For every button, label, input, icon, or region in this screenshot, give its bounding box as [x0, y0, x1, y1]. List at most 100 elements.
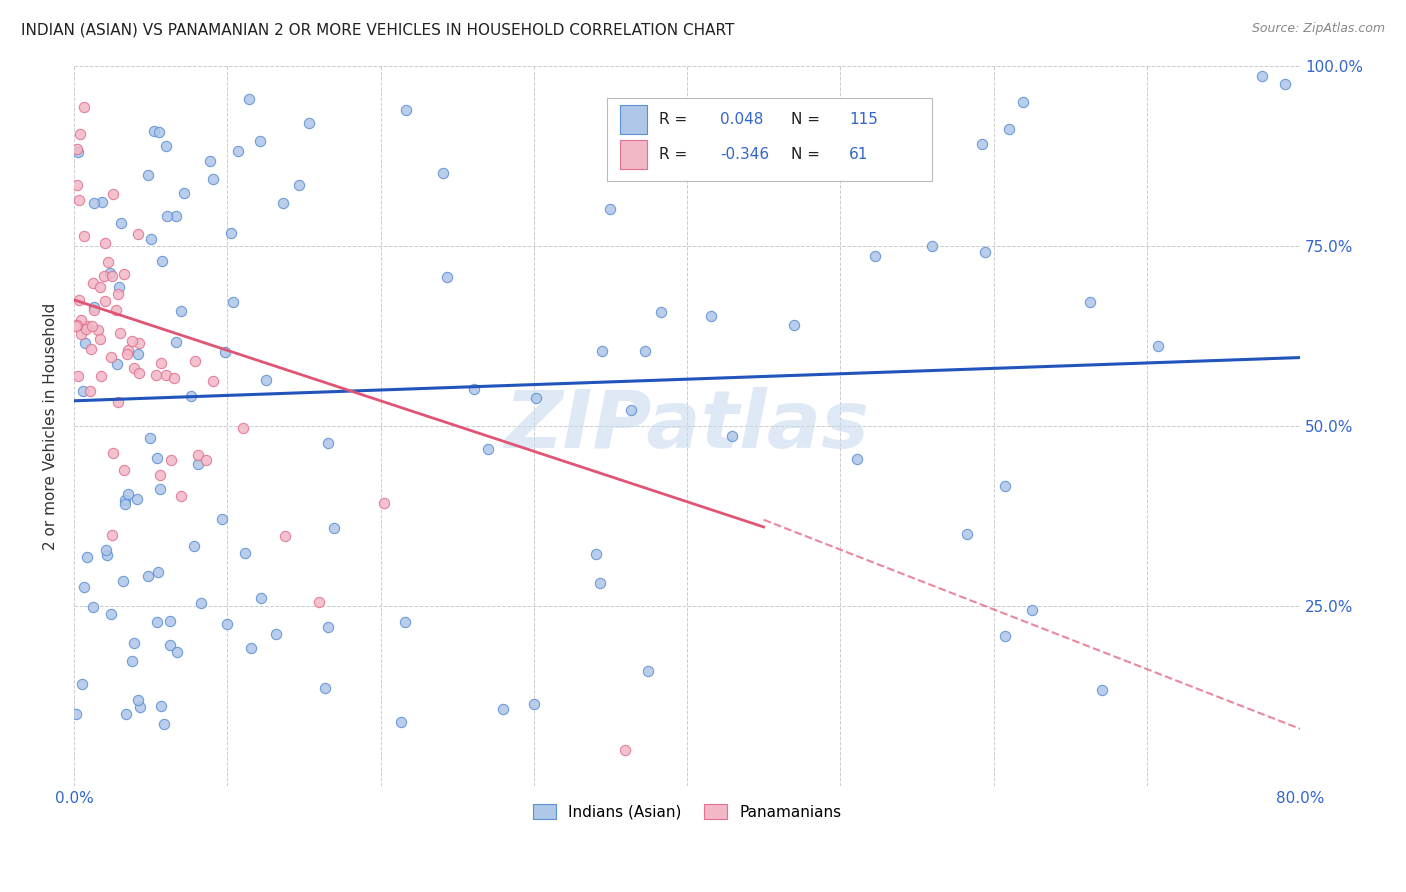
Point — [93, 293, 115, 308]
Point — [72, 384, 94, 398]
FancyBboxPatch shape — [607, 98, 932, 181]
Point — [127, 693, 149, 707]
Point — [264, 627, 287, 641]
Point — [100, 607, 122, 621]
Point — [125, 492, 148, 507]
Point — [1147, 339, 1170, 353]
Point — [150, 254, 173, 268]
Point — [73, 336, 96, 351]
Point — [152, 716, 174, 731]
Point — [66, 145, 89, 159]
Point — [107, 395, 129, 409]
Point — [308, 595, 330, 609]
Text: -0.346: -0.346 — [720, 147, 769, 161]
Point — [70, 313, 93, 327]
Point — [160, 453, 183, 467]
Point — [129, 700, 152, 714]
Point — [112, 574, 135, 589]
Point — [82, 599, 104, 614]
Point — [180, 389, 202, 403]
Point — [107, 287, 129, 301]
Point — [73, 100, 96, 114]
Point — [155, 139, 177, 153]
Point — [591, 343, 613, 358]
Point — [373, 496, 395, 510]
Point — [477, 442, 499, 456]
Point — [142, 124, 165, 138]
Point — [150, 699, 173, 714]
Point — [90, 369, 112, 384]
Point — [970, 136, 993, 151]
Point — [117, 343, 139, 357]
Point — [89, 332, 111, 346]
Point — [634, 343, 657, 358]
Point — [783, 318, 806, 332]
Point — [136, 168, 159, 182]
Point — [700, 310, 723, 324]
Point — [67, 293, 90, 307]
Text: 115: 115 — [849, 112, 877, 128]
Point — [170, 489, 193, 503]
Point — [127, 347, 149, 361]
Point — [101, 269, 124, 284]
Point — [67, 194, 90, 208]
Bar — [620, 105, 647, 134]
Point — [114, 497, 136, 511]
Y-axis label: 2 or more Vehicles in Household: 2 or more Vehicles in Household — [44, 302, 58, 549]
Point — [70, 326, 93, 341]
Point — [76, 549, 98, 564]
Bar — [620, 140, 647, 169]
Point — [233, 546, 256, 560]
Point — [73, 580, 96, 594]
Point — [96, 548, 118, 562]
Point — [219, 226, 242, 240]
Point — [271, 196, 294, 211]
Point — [200, 153, 222, 168]
Point — [121, 654, 143, 668]
Point — [112, 462, 135, 476]
Point — [112, 268, 135, 282]
Point — [613, 743, 636, 757]
Point — [105, 357, 128, 371]
Point — [128, 336, 150, 351]
Point — [94, 235, 117, 250]
Point — [238, 92, 260, 106]
Point — [159, 614, 181, 628]
Text: INDIAN (ASIAN) VS PANAMANIAN 2 OR MORE VEHICLES IN HOUSEHOLD CORRELATION CHART: INDIAN (ASIAN) VS PANAMANIAN 2 OR MORE V… — [21, 22, 734, 37]
Point — [908, 104, 931, 119]
Point — [65, 142, 87, 156]
Point — [524, 392, 547, 406]
Point — [139, 431, 162, 445]
Point — [83, 196, 105, 211]
Point — [863, 249, 886, 263]
Point — [101, 527, 124, 541]
Point — [254, 373, 277, 387]
Point — [1274, 77, 1296, 91]
Point — [620, 403, 643, 417]
Point — [80, 342, 103, 356]
Text: Source: ZipAtlas.com: Source: ZipAtlas.com — [1251, 22, 1385, 36]
Point — [93, 269, 115, 284]
Text: 61: 61 — [849, 147, 869, 161]
Point — [75, 321, 97, 335]
Point — [492, 702, 515, 716]
Point — [122, 636, 145, 650]
Point — [221, 295, 243, 310]
Point — [65, 706, 87, 721]
Text: ZIPatlas: ZIPatlas — [505, 387, 869, 465]
Point — [637, 664, 659, 678]
Point — [66, 318, 89, 332]
Point — [166, 645, 188, 659]
Point — [214, 345, 236, 359]
Point — [201, 375, 224, 389]
Point — [69, 127, 91, 141]
Point — [316, 435, 339, 450]
Point — [156, 210, 179, 224]
Point — [323, 521, 346, 535]
Point — [136, 568, 159, 582]
Text: N =: N = — [792, 147, 825, 161]
Point — [127, 227, 149, 241]
Point — [297, 116, 319, 130]
Point — [190, 597, 212, 611]
Point — [389, 715, 412, 730]
